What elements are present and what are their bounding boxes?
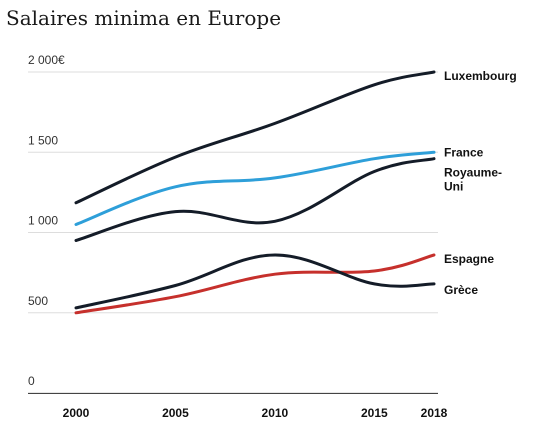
x-tick-label: 2010 bbox=[262, 406, 289, 420]
series-line-espagne bbox=[74, 253, 436, 315]
x-tick-label: 2018 bbox=[421, 406, 448, 420]
y-tick-label: 2 000€ bbox=[28, 53, 65, 67]
series-labels: Luxembourg France Royaume-Uni Espagne Grèce bbox=[444, 69, 517, 297]
series-label: Uni bbox=[444, 180, 463, 194]
y-tick-label: 1 500 bbox=[28, 133, 58, 147]
series-line-luxembourg bbox=[74, 70, 436, 205]
y-tick-label: 500 bbox=[28, 294, 48, 308]
chart-title: Salaires minima en Europe bbox=[6, 6, 282, 30]
series-line-france bbox=[74, 150, 436, 226]
series-label: Grèce bbox=[444, 283, 478, 297]
y-tick-label: 1 000 bbox=[28, 214, 58, 228]
axes: 0 500 1 000 1 500 2 000€ 2000 2005 2010 2015 2018 bbox=[28, 53, 448, 420]
x-tick-label: 2015 bbox=[361, 406, 388, 420]
y-tick-label: 0 bbox=[28, 374, 35, 388]
series-line-gr-ce bbox=[74, 253, 436, 310]
gridlines bbox=[28, 71, 438, 394]
series-line-royaume-uni bbox=[74, 157, 436, 242]
series-label: France bbox=[444, 145, 484, 159]
series-label: Espagne bbox=[444, 252, 494, 266]
x-tick-label: 2005 bbox=[162, 406, 189, 420]
series-lines bbox=[74, 70, 436, 315]
series-label: Luxembourg bbox=[444, 69, 517, 83]
x-tick-label: 2000 bbox=[63, 406, 90, 420]
series-label: Royaume- bbox=[444, 166, 502, 180]
